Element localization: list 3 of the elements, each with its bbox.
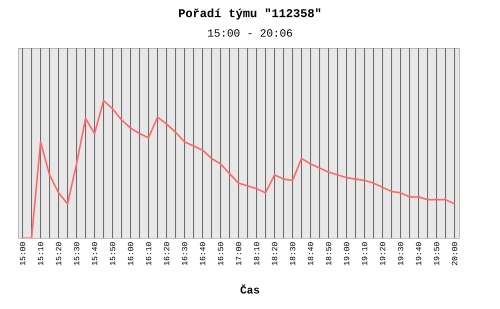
- x-axis-title: Čas: [240, 284, 260, 294]
- chart-title: Pořadí týmu "112358": [179, 8, 320, 20]
- chart-subtitle: 15:00 - 20:06: [208, 29, 292, 37]
